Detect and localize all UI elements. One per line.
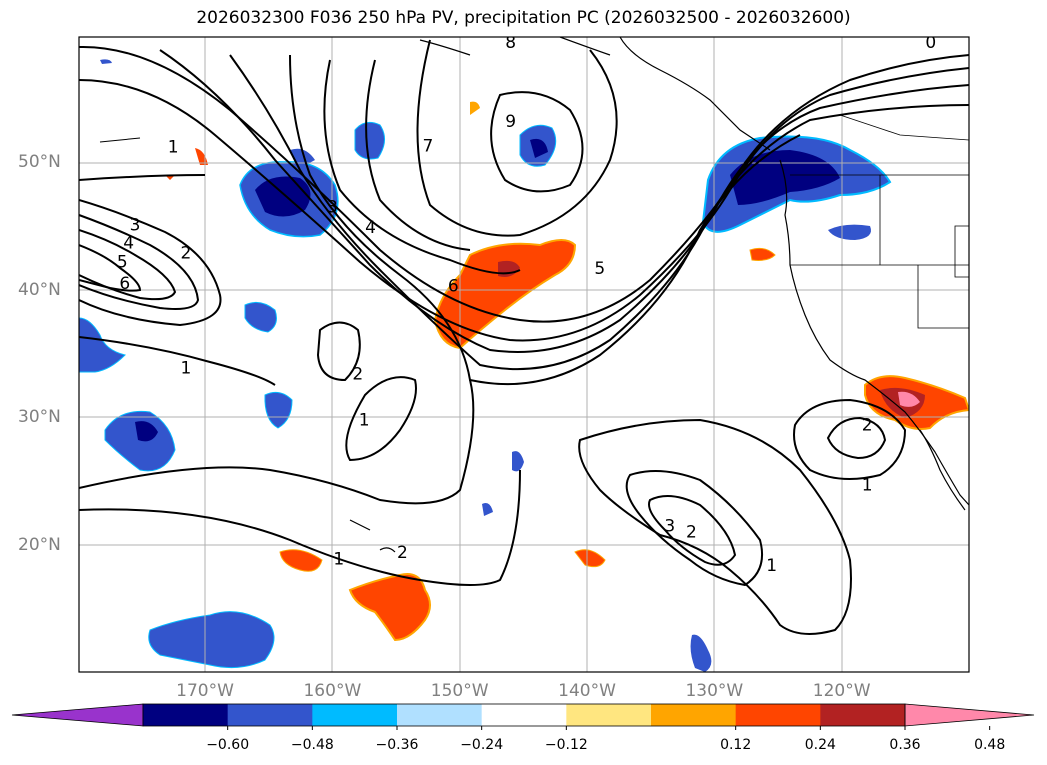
longitude-label: 170°W: [176, 681, 234, 701]
precip-patch: [530, 138, 548, 158]
precip-patch: [898, 391, 920, 407]
political-borders: [790, 114, 969, 329]
colorbar-segment: [820, 704, 906, 726]
contour-label: 5: [117, 252, 128, 272]
contour-label: 2: [862, 416, 873, 436]
colorbar-tick-label: −0.36: [375, 737, 419, 753]
latitude-label: 30°N: [18, 407, 61, 428]
longitude-label: 160°W: [303, 681, 362, 701]
precip-patch: [574, 549, 606, 568]
longitude-label: 150°W: [430, 681, 489, 701]
colorbar-tick-label: 0.48: [974, 737, 1006, 753]
precip-patch: [279, 549, 323, 572]
precip-patch: [244, 301, 277, 333]
longitude-label: 120°W: [812, 681, 871, 701]
colorbar-tick-label: 0.24: [804, 737, 836, 753]
precip-patch: [690, 634, 712, 672]
contour-label: 4: [365, 218, 376, 238]
contour-label: 3: [327, 198, 338, 218]
colorbar-outline: [142, 703, 906, 727]
contour-label: 4: [123, 233, 134, 253]
contour-label: 7: [422, 136, 433, 156]
positive-precipitation-patches: [165, 101, 969, 642]
precip-patch: [104, 410, 176, 472]
map-frame: [78, 36, 970, 673]
map-title: 2026032300 F036 250 hPa PV, precipitatio…: [196, 8, 851, 28]
latitude-label: 40°N: [18, 279, 61, 300]
gridlines: [79, 37, 969, 672]
colorbar-segment: [566, 704, 652, 726]
precip-patch: [512, 451, 524, 472]
contour-label: 0: [925, 33, 936, 53]
colorbar: [11, 703, 1035, 730]
contour-label: 1: [168, 138, 179, 158]
precip-patch: [749, 247, 776, 261]
precip-patch: [828, 224, 871, 240]
contour-label: 5: [594, 259, 605, 279]
latitude-label: 20°N: [18, 534, 61, 555]
contour-label: 3: [130, 215, 141, 235]
contour-label: 1: [766, 556, 777, 576]
contour-label: 1: [359, 411, 370, 431]
colorbar-segment: [397, 704, 483, 726]
precip-patch: [135, 421, 158, 442]
contour-label: 2: [181, 243, 192, 263]
contour-label: 2: [397, 543, 408, 563]
precip-patch: [348, 573, 431, 642]
longitude-label: 130°W: [685, 681, 744, 701]
contour-label: 1: [333, 550, 344, 570]
colorbar-tick-label: −0.12: [544, 737, 588, 753]
colorbar-segment: [481, 704, 567, 726]
colorbar-extend-low: [11, 703, 144, 727]
colorbar-tick-label: −0.24: [460, 737, 504, 753]
contour-label: 9: [505, 112, 516, 132]
contour-label: 6: [448, 277, 459, 297]
longitude-label: 140°W: [558, 681, 616, 701]
precip-patch: [482, 503, 493, 516]
contour-label: 2: [686, 523, 697, 543]
colorbar-tick-label: −0.48: [290, 737, 334, 753]
contour-label: 3: [664, 516, 675, 536]
colorbar-segment: [651, 704, 737, 726]
colorbar-segment: [143, 704, 229, 726]
contour-label: 1: [862, 476, 873, 496]
precip-patch: [148, 611, 275, 669]
precip-patch: [100, 59, 112, 64]
contour-label: 6: [119, 274, 130, 294]
colorbar-tick-label: −0.60: [206, 737, 250, 753]
colorbar-extend-high: [904, 703, 1035, 727]
coastlines: [99, 37, 969, 553]
contour-label: 1: [181, 358, 192, 378]
precip-patch: [354, 121, 385, 160]
precip-patch: [79, 317, 126, 373]
precip-patch: [470, 101, 480, 115]
colorbar-tick-label: 0.36: [889, 737, 921, 753]
colorbar-segment: [312, 704, 398, 726]
colorbar-tick-label: 0.12: [720, 737, 752, 753]
contour-label: 8: [505, 33, 516, 53]
contour-label: 2: [352, 365, 363, 385]
latitude-label: 50°N: [18, 152, 61, 173]
colorbar-segment: [735, 704, 821, 726]
pv-contours: [79, 39, 969, 635]
colorbar-segment: [227, 704, 313, 726]
